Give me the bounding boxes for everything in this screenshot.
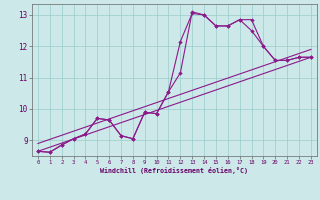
X-axis label: Windchill (Refroidissement éolien,°C): Windchill (Refroidissement éolien,°C) bbox=[100, 167, 248, 174]
